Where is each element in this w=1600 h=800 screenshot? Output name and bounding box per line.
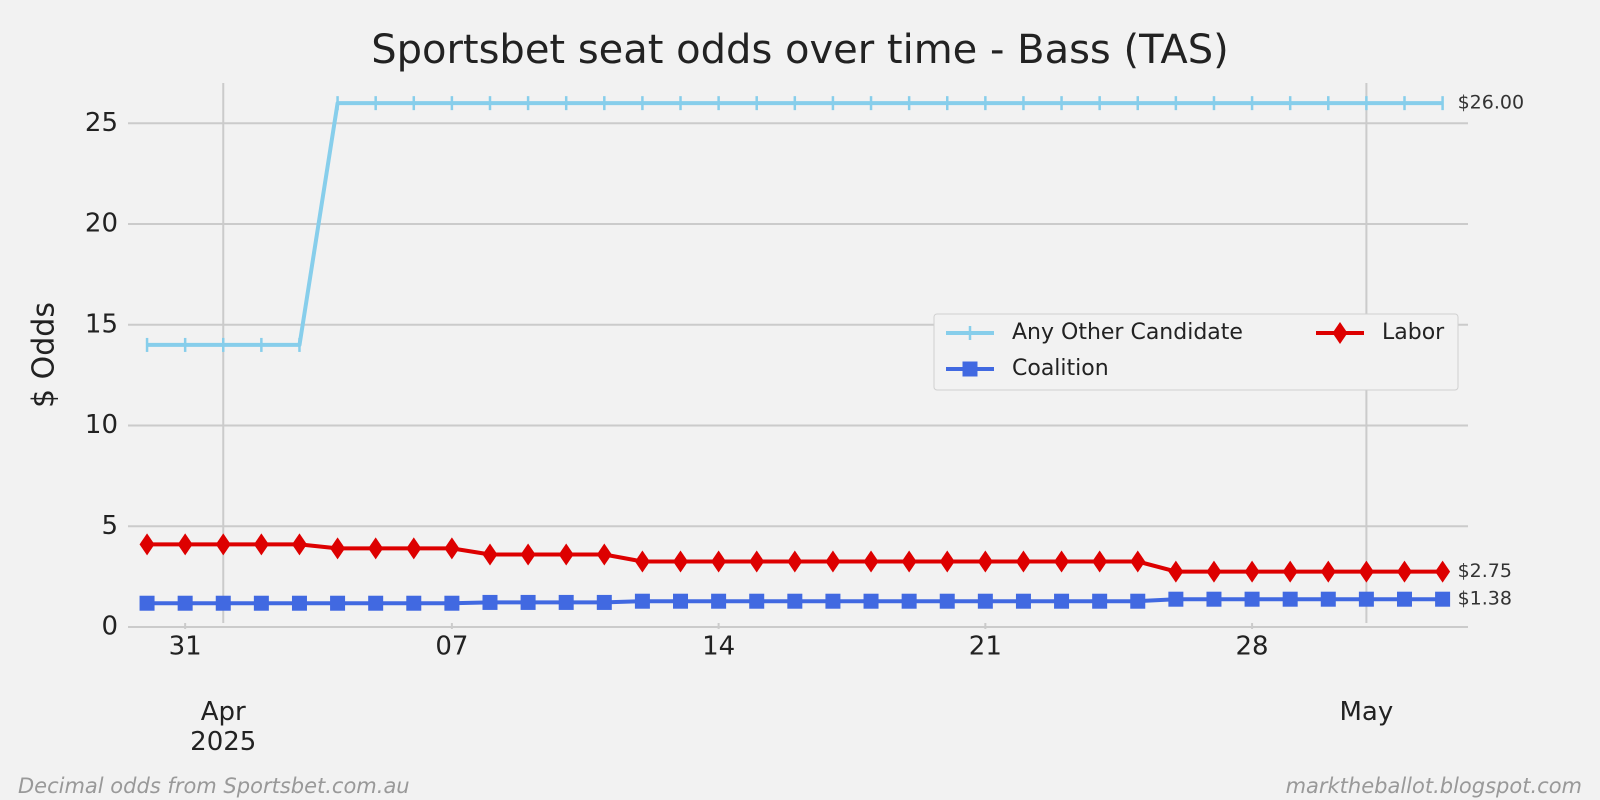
marker <box>977 593 993 609</box>
marker <box>901 550 917 573</box>
marker <box>1015 593 1031 609</box>
marker <box>368 537 384 560</box>
x-tick-label: 31 <box>169 632 202 662</box>
marker <box>673 550 689 573</box>
marker <box>673 593 689 609</box>
y-tick-label: 20 <box>85 209 118 239</box>
marker <box>977 550 993 573</box>
marker <box>863 550 879 573</box>
y-tick-label: 15 <box>85 309 118 339</box>
marker <box>634 550 650 573</box>
end-value-label: $26.00 <box>1458 92 1524 114</box>
marker <box>863 593 879 609</box>
marker <box>520 594 536 610</box>
marker <box>253 595 269 611</box>
marker <box>711 593 727 609</box>
x-tick-label: 21 <box>969 632 1002 662</box>
end-value-label: $1.38 <box>1458 588 1512 610</box>
marker <box>939 593 955 609</box>
marker <box>901 593 917 609</box>
marker <box>406 537 422 560</box>
marker <box>558 543 574 566</box>
marker <box>1435 560 1451 583</box>
marker <box>215 533 231 556</box>
footnote-left: Decimal odds from Sportsbet.com.au <box>18 774 410 798</box>
y-tick-label: 0 <box>101 612 118 642</box>
marker <box>1015 550 1031 573</box>
marker <box>139 595 155 611</box>
x-major-tick-label: May <box>1339 697 1394 727</box>
marker <box>215 595 231 611</box>
legend-label: Labor <box>1382 320 1445 345</box>
end-value-label: $2.75 <box>1458 560 1512 582</box>
marker <box>1206 560 1222 583</box>
legend-label: Coalition <box>1012 356 1109 381</box>
marker <box>1168 591 1184 607</box>
marker <box>1092 593 1108 609</box>
marker <box>596 543 612 566</box>
marker <box>787 593 803 609</box>
marker <box>444 595 460 611</box>
marker <box>1282 560 1298 583</box>
marker <box>939 550 955 573</box>
marker <box>330 537 346 560</box>
footnote-right: marktheballot.blogspot.com <box>1286 774 1582 798</box>
marker <box>1358 591 1374 607</box>
marker <box>1396 591 1412 607</box>
marker <box>1130 550 1146 573</box>
marker <box>1130 593 1146 609</box>
marker <box>1054 593 1070 609</box>
marker <box>596 594 612 610</box>
marker <box>1358 560 1374 583</box>
marker <box>825 593 841 609</box>
legend-marker <box>1332 322 1348 344</box>
marker <box>1054 550 1070 573</box>
marker <box>749 593 765 609</box>
marker <box>1282 591 1298 607</box>
y-tick-label: 25 <box>85 108 118 138</box>
marker <box>1320 560 1336 583</box>
marker <box>368 595 384 611</box>
marker <box>711 550 727 573</box>
marker <box>406 595 422 611</box>
legend-label: Any Other Candidate <box>1012 320 1243 345</box>
chart-title: Sportsbet seat odds over time - Bass (TA… <box>371 27 1229 73</box>
marker <box>444 537 460 560</box>
marker <box>291 595 307 611</box>
y-axis-label: $ Odds <box>27 302 62 408</box>
marker <box>749 550 765 573</box>
marker <box>1320 591 1336 607</box>
marker <box>1244 591 1260 607</box>
marker <box>825 550 841 573</box>
x-major-tick-label: Apr 2025 <box>190 697 257 757</box>
y-tick-label: 5 <box>101 511 118 541</box>
marker <box>330 595 346 611</box>
x-tick-label: 07 <box>435 632 468 662</box>
marker <box>558 594 574 610</box>
marker <box>253 533 269 556</box>
marker <box>787 550 803 573</box>
marker <box>177 595 193 611</box>
legend: Any Other Candidate Coalition Labor <box>933 313 1459 391</box>
marker <box>482 594 498 610</box>
marker <box>1396 560 1412 583</box>
marker <box>291 533 307 556</box>
marker <box>139 533 155 556</box>
marker <box>177 533 193 556</box>
marker <box>1206 591 1222 607</box>
y-tick-label: 10 <box>85 410 118 440</box>
marker <box>1168 560 1184 583</box>
marker <box>1244 560 1260 583</box>
marker <box>1435 591 1451 607</box>
marker <box>1092 550 1108 573</box>
marker <box>482 543 498 566</box>
marker <box>520 543 536 566</box>
x-tick-label: 28 <box>1236 632 1269 662</box>
x-tick-label: 14 <box>702 632 735 662</box>
legend-marker <box>962 361 978 377</box>
marker <box>634 593 650 609</box>
